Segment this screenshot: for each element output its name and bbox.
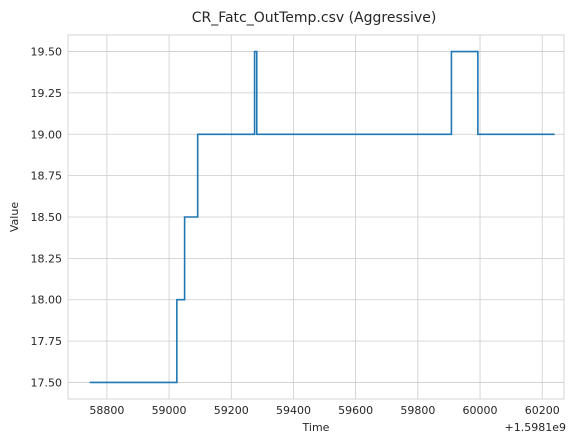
x-tick-label: 59800 <box>400 404 435 417</box>
y-tick-label: 18.75 <box>31 170 63 183</box>
y-axis-label: Value <box>8 202 21 232</box>
plot-frame <box>67 34 565 400</box>
grid <box>68 35 564 399</box>
x-axis-label: Time <box>302 421 330 434</box>
x-tick-label: 60200 <box>525 404 560 417</box>
y-tick-label: 17.50 <box>31 376 63 389</box>
tick-labels: 58800 59000 59200 59400 59600 59800 60000 60200… <box>31 46 560 417</box>
y-tick-label: 18.50 <box>31 211 63 224</box>
x-tick-label: 59600 <box>338 404 373 417</box>
x-tick-label: 59400 <box>276 404 311 417</box>
y-tick-label: 18.00 <box>31 294 63 307</box>
y-tick-label: 18.25 <box>31 252 63 265</box>
y-tick-label: 19.00 <box>31 128 63 141</box>
chart-title: CR_Fatc_OutTemp.csv (Aggressive) <box>192 10 437 26</box>
x-tick-label: 60000 <box>463 404 498 417</box>
x-tick-label: 59000 <box>152 404 187 417</box>
x-tick-label: 58800 <box>89 404 124 417</box>
y-tick-label: 19.50 <box>31 46 63 59</box>
x-tick-label: 59200 <box>214 404 249 417</box>
y-tick-label: 17.75 <box>31 335 63 348</box>
x-offset-label: +1.5981e9 <box>505 421 566 434</box>
series-layer <box>89 50 555 384</box>
series-line <box>89 50 555 384</box>
y-tick-label: 19.25 <box>31 87 63 100</box>
